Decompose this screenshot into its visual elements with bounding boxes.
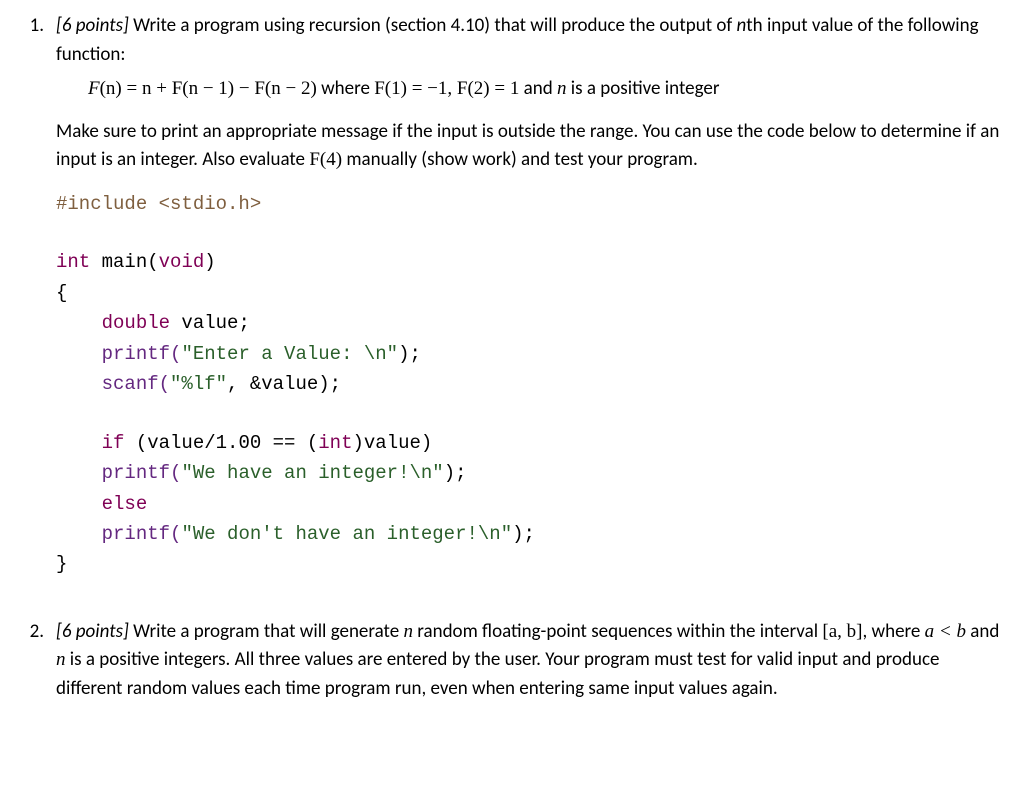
formula-eq: (n) = n + F(n − 1) − F(n − 2) [100,78,317,99]
code-line-printf1: printf("Enter a Value: \n"); [56,339,1000,369]
code-line-include: #include <stdio.h> [56,189,1000,219]
q2-text2b: , where [862,620,924,643]
question-1: 1. [6 points] Write a program using recu… [24,12,1000,600]
code-line-open-brace: { [56,278,1000,308]
q2-text1a: Write a program that will generate [129,620,404,643]
q2-number: 2. [24,618,56,704]
code-main-end: ) [204,251,215,273]
code-int: int [56,251,90,273]
formula-where: where [317,77,374,100]
code-else: else [102,493,148,515]
code-void: void [159,251,205,273]
q2-ab: a < b [925,621,966,642]
code-printf1: printf( [102,343,182,365]
code-line-double: double value; [56,308,1000,338]
code-str2: "%lf" [170,373,227,395]
formula-initials: F(1) = −1, F(2) = 1 [374,78,519,99]
code-printf3: printf( [102,523,182,545]
code-blank-1 [56,219,1000,248]
formula-fn: F [88,78,100,99]
formula-n: n [557,78,567,99]
code-double: double [102,312,170,334]
code-blank-2 [56,399,1000,428]
q2-body: [6 points] Write a program that will gen… [56,618,1000,704]
code-line-if: if (value/1.00 == (int)value) [56,428,1000,458]
q1-number: 1. [24,12,56,600]
q2-n: n [403,621,413,642]
code-scanf: scanf( [102,373,170,395]
code-main-mid: main( [90,251,158,273]
code-line-close-brace: } [56,549,1000,579]
q1-points: [6 points] [56,14,129,37]
code-line-scanf: scanf("%lf", &value); [56,369,1000,399]
q2-interval: [a, b] [822,621,862,642]
q1-text1a: Write a program using recursion (section… [129,14,737,37]
code-pp-rest: <stdio.h> [147,193,261,215]
q1-para2: Make sure to print an appropriate messag… [56,118,1000,175]
formula-and: and [519,77,557,100]
formula-tail: is a positive integer [567,77,720,100]
q2-text2f: is a positive integers. All three values… [56,648,939,700]
code-line-main: int main(void) [56,247,1000,277]
code-line-printf3: printf("We don't have an integer!\n"); [56,519,1000,549]
code-pp: #include [56,193,147,215]
q2-n2: n [56,649,66,670]
q1-nth-n: n [737,14,747,37]
code-printf2: printf( [102,462,182,484]
q1-code-block: #include <stdio.h> int main(void) { doub… [56,189,1000,580]
code-line-printf2: printf("We have an integer!\n"); [56,458,1000,488]
q1-body: [6 points] Write a program using recursi… [56,12,1000,600]
code-str4: "We don't have an integer!\n" [181,523,512,545]
code-str1: "Enter a Value: \n" [181,343,398,365]
code-if: if [102,432,125,454]
q1-f4: F(4) [309,149,342,170]
code-str3: "We have an integer!\n" [181,462,443,484]
q2-text: [6 points] Write a program that will gen… [56,618,1000,704]
code-int-cast: int [318,432,352,454]
q2-text1c: random floating-point sequences within t… [413,620,822,643]
q1-formula: F(n) = n + F(n − 1) − F(n − 2) where F(1… [88,75,1000,104]
q2-text2d: and [966,620,999,643]
q1-intro: [6 points] Write a program using recursi… [56,12,1000,69]
q2-points: [6 points] [56,620,129,643]
code-line-else: else [56,489,1000,519]
question-2: 2. [6 points] Write a program that will … [24,618,1000,704]
q1-para2c: manually (show work) and test your progr… [342,148,698,171]
